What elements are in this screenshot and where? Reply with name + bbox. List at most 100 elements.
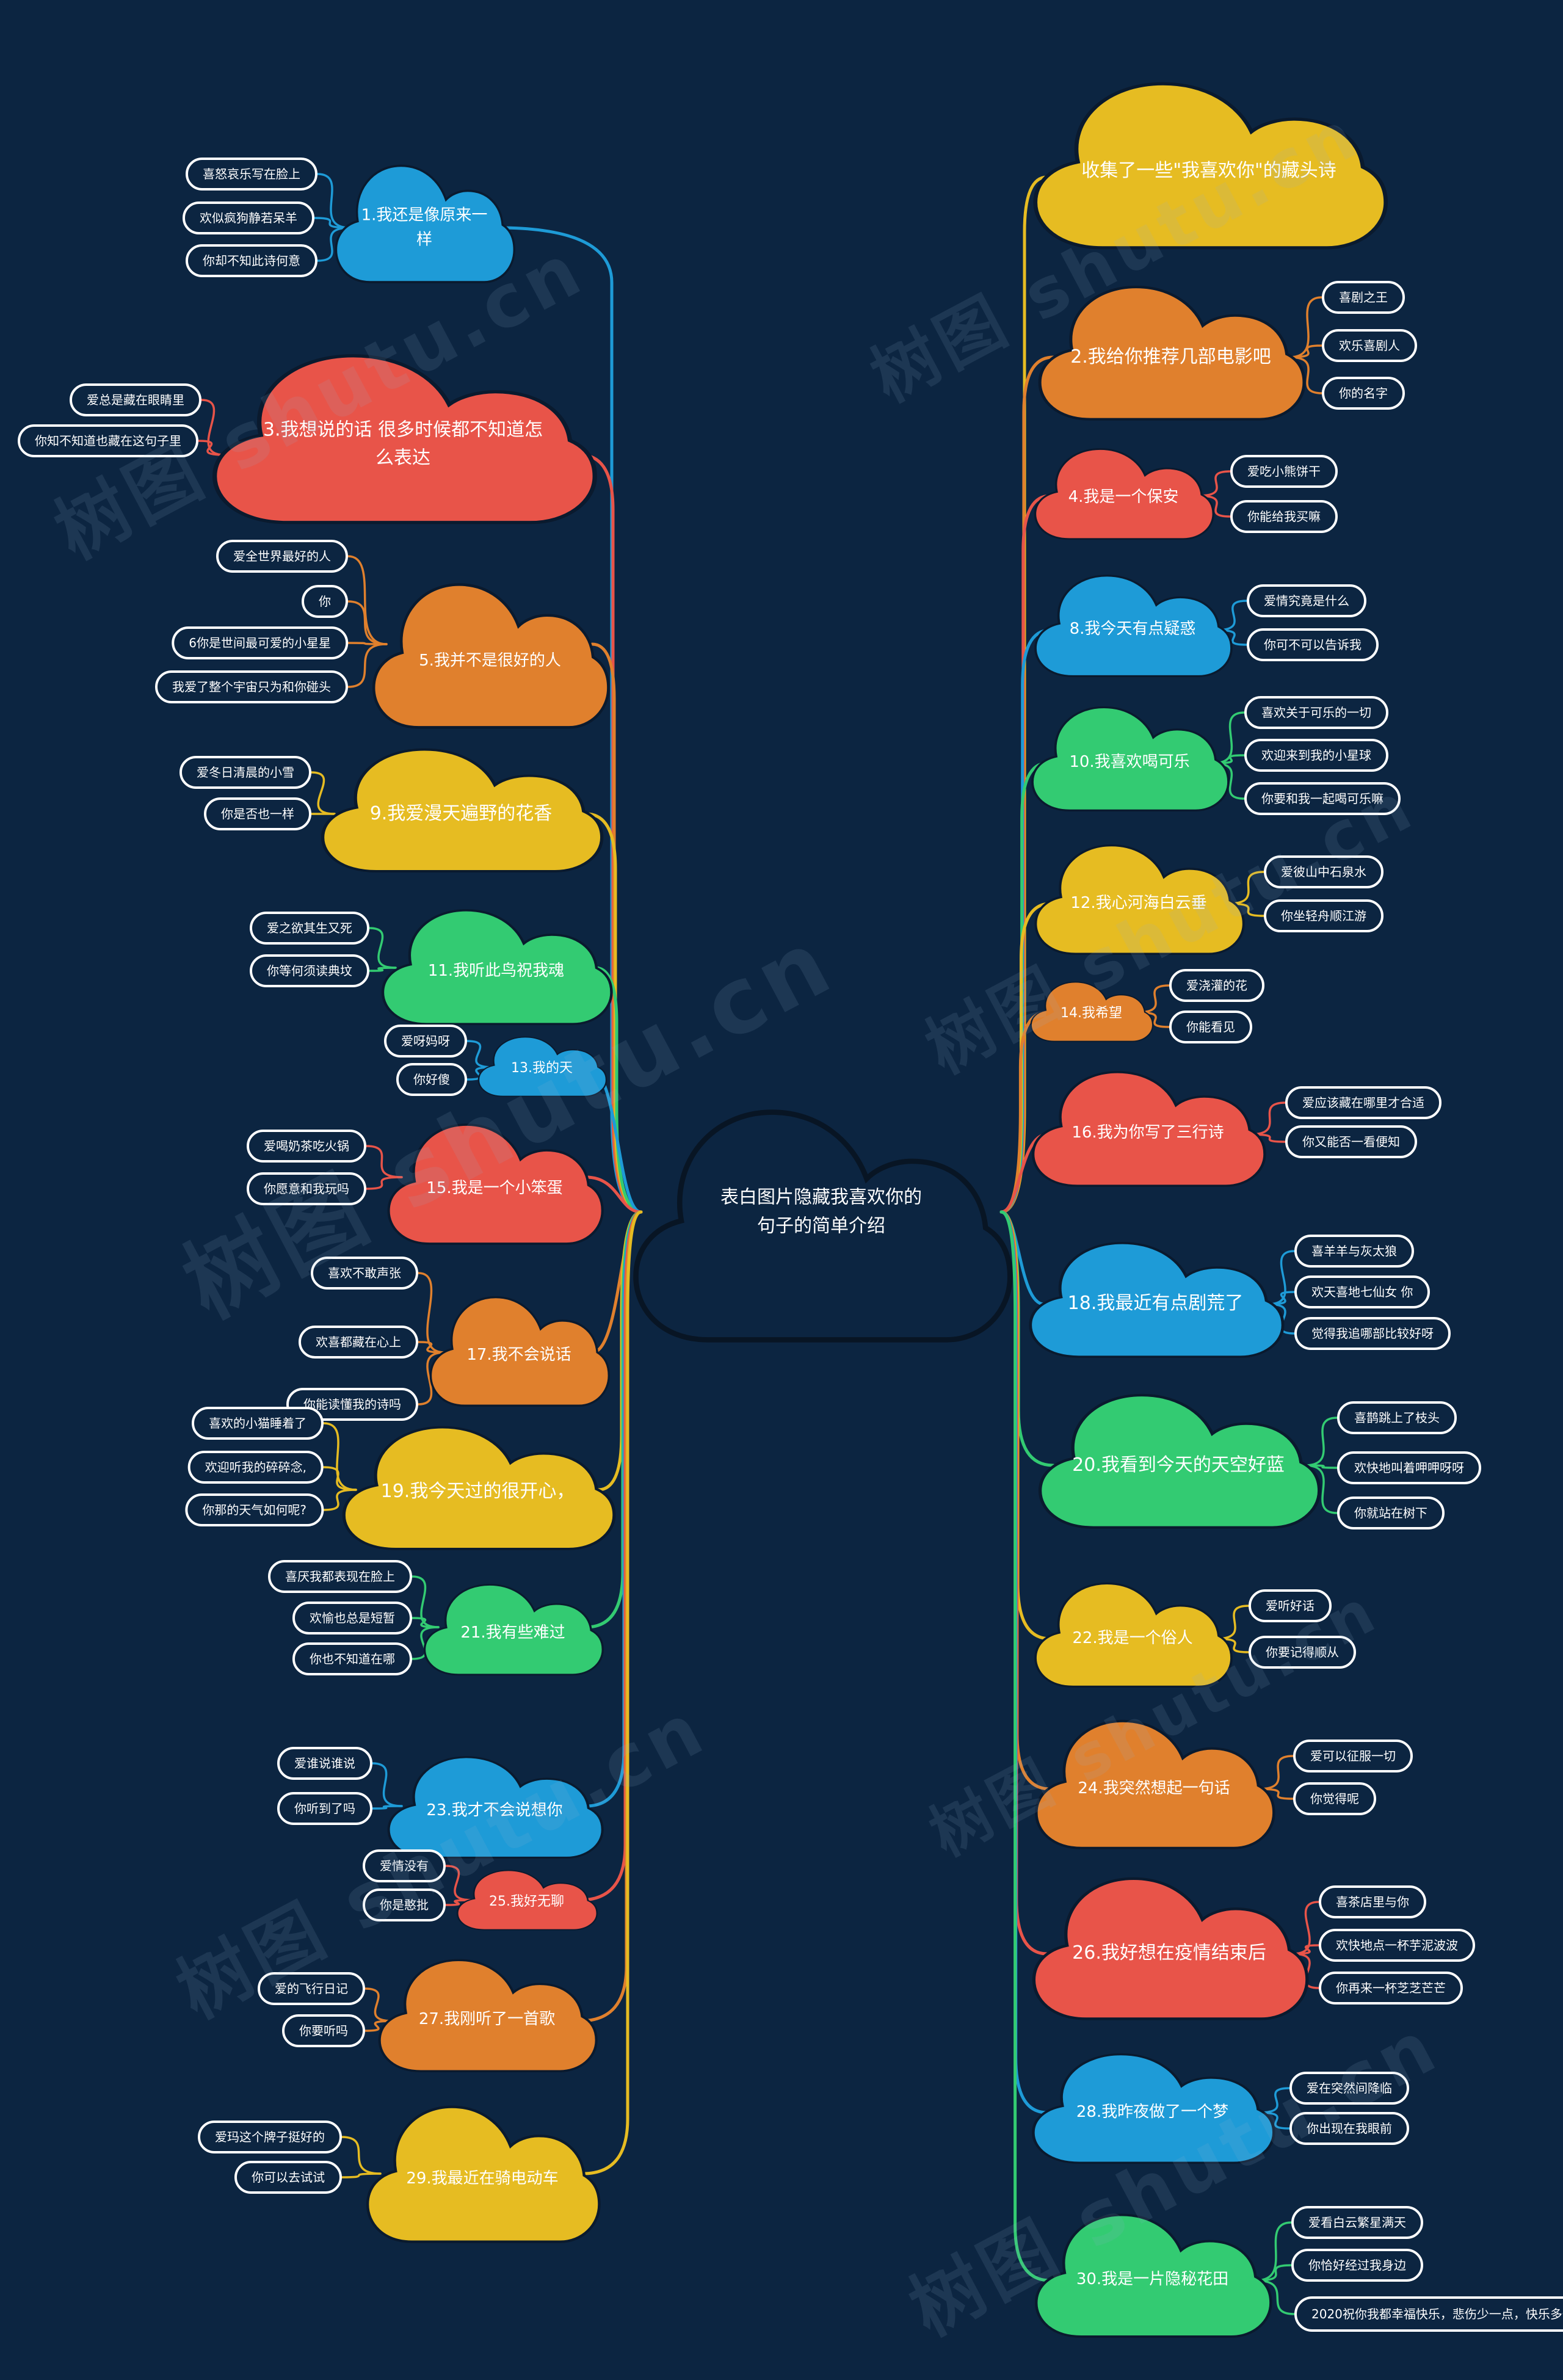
branch-label[interactable]: 喜欢的小猫睡着了	[192, 1407, 324, 1440]
branch-label[interactable]: 你要听吗	[282, 2014, 365, 2047]
branch-label[interactable]: 6你是世间最可爱的小星星	[172, 626, 348, 659]
topic-node-5[interactable]: 5.我并不是很好的人	[369, 565, 611, 730]
branch-label[interactable]: 你那的天气如何呢?	[185, 1493, 324, 1526]
branch-label[interactable]: 爱在突然间降临	[1289, 2072, 1409, 2105]
topic-node-9[interactable]: 9.我爱漫天遍野的花香	[317, 733, 604, 873]
topic-node-24[interactable]: 24.我突然想起一句话	[1032, 1703, 1276, 1850]
connector-line	[417, 1341, 446, 1354]
branch-label[interactable]: 你觉得呢	[1293, 1782, 1376, 1815]
branch-label[interactable]: 爱冬日清晨的小雪	[180, 756, 311, 789]
branch-label[interactable]: 喜茶店里与你	[1319, 1885, 1426, 1918]
branch-label[interactable]: 喜鹊跳上了枝头	[1337, 1401, 1457, 1434]
branch-label[interactable]: 2020祝你我都幸福快乐，悲伤少一点，快乐多一点	[1294, 2296, 1563, 2332]
branch-label[interactable]: 爱听好话	[1249, 1589, 1332, 1622]
branch-label[interactable]: 你是憨批	[363, 1888, 446, 1921]
branch-label[interactable]: 喜厌我都表现在脸上	[268, 1560, 412, 1593]
branch-label[interactable]: 欢喜都藏在心上	[299, 1326, 418, 1359]
topic-node-11[interactable]: 11.我听此鸟祝我魂	[379, 894, 614, 1026]
topic-node-30[interactable]: 30.我是一片隐秘花田	[1032, 2198, 1273, 2338]
branch-label[interactable]: 你能给我买嘛	[1230, 500, 1338, 533]
branch-label[interactable]: 你可不可以告诉我	[1247, 628, 1379, 661]
branch-label[interactable]: 欢快地点一杯芋泥波波	[1319, 1929, 1475, 1962]
topic-node-20[interactable]: 20.我看到今天的天空好蓝	[1035, 1377, 1322, 1529]
topic-node-top[interactable]: 收集了一些"我喜欢你"的藏头诗	[1029, 61, 1389, 250]
branch-label[interactable]: 爱应该藏在哪里才合适	[1285, 1086, 1442, 1119]
connector-line	[1227, 902, 1265, 917]
topic-node-22[interactable]: 22.我是一个俗人	[1032, 1569, 1233, 1688]
branch-label[interactable]: 爱吃小熊饼干	[1230, 455, 1338, 488]
topic-node-4[interactable]: 4.我是一个保安	[1032, 437, 1215, 540]
topic-node-2[interactable]: 2.我给你推荐几部电影吧	[1035, 269, 1307, 421]
branch-label[interactable]: 喜剧之王	[1322, 281, 1405, 314]
topic-node-28[interactable]: 28.我昨夜做了一个梦	[1029, 2039, 1276, 2164]
branch-label[interactable]: 我爱了整个宇宙只为和你碰头	[155, 670, 348, 703]
topic-node-3[interactable]: 3.我想说的话 很多时候都不知道怎么表达	[208, 333, 598, 525]
topic-node-19[interactable]: 19.我今天过的很开心，	[339, 1410, 617, 1551]
branch-label[interactable]: 爱呀妈呀	[384, 1025, 467, 1058]
connector-line	[365, 1176, 403, 1190]
branch-label[interactable]: 喜怒哀乐写在脸上	[186, 158, 317, 190]
branch-label[interactable]: 欢天喜地七仙女 你	[1294, 1275, 1431, 1308]
topic-node-15[interactable]: 15.我是一个小笨蛋	[385, 1108, 604, 1246]
branch-label[interactable]: 你	[302, 585, 348, 618]
branch-label[interactable]: 你的名字	[1322, 377, 1405, 410]
branch-label[interactable]: 爱谁说谁说	[277, 1747, 372, 1780]
branch-label[interactable]: 爱喝奶茶吃火锅	[247, 1130, 366, 1163]
topic-node-23[interactable]: 23.我才不会说想你	[385, 1743, 604, 1859]
topic-node-12[interactable]: 12.我心河海白云垂	[1032, 830, 1246, 956]
branch-label[interactable]: 爱看白云繁星满天	[1291, 2206, 1423, 2239]
topic-node-13[interactable]: 13.我的天	[476, 1029, 607, 1097]
topic-node-26[interactable]: 26.我好想在疫情结束后	[1029, 1859, 1310, 2021]
branch-label[interactable]: 觉得我追哪部比较好呀	[1294, 1317, 1451, 1350]
branch-label[interactable]: 欢似疯狗静若呆羊	[183, 201, 314, 234]
topic-node-14[interactable]: 14.我希望	[1029, 974, 1154, 1042]
topic-node-10[interactable]: 10.我喜欢喝可乐	[1029, 693, 1230, 812]
topic-node-17[interactable]: 17.我不会说话	[427, 1282, 611, 1407]
branch-label[interactable]: 你等何须读典坟	[250, 954, 369, 987]
branch-label[interactable]: 爱情究竟是什么	[1247, 584, 1366, 617]
topic-node-18[interactable]: 18.我最近有点剧荒了	[1026, 1227, 1285, 1359]
topic-node-16[interactable]: 16.我为你写了三行诗	[1029, 1056, 1267, 1188]
branch-label[interactable]: 喜欢关于可乐的一切	[1244, 696, 1388, 729]
topic-node-1[interactable]: 1.我还是像原来一样	[333, 150, 516, 284]
branch-label[interactable]: 爱情没有	[363, 1849, 446, 1882]
branch-label[interactable]: 欢快地叫着呷呷呀呀	[1337, 1451, 1481, 1484]
topic-node-8[interactable]: 8.我今天有点疑惑	[1032, 562, 1233, 678]
topic-node-21[interactable]: 21.我有些难过	[421, 1572, 604, 1676]
branch-label[interactable]: 喜羊羊与灰太狼	[1294, 1235, 1414, 1268]
branch-label[interactable]: 喜欢不敢声张	[311, 1257, 418, 1290]
topic-node-25[interactable]: 25.我好无聊	[455, 1862, 598, 1931]
branch-label[interactable]: 你就站在树下	[1337, 1497, 1445, 1529]
branch-label[interactable]: 你愿意和我玩吗	[247, 1172, 366, 1205]
branch-label[interactable]: 你是否也一样	[204, 797, 311, 830]
branch-label[interactable]: 欢迎来到我的小星球	[1244, 739, 1388, 772]
branch-label[interactable]: 你好傻	[396, 1063, 467, 1096]
branch-label[interactable]: 欢愉也总是短暂	[292, 1602, 412, 1634]
branch-label[interactable]: 你却不知此诗何意	[186, 244, 317, 277]
branch-label[interactable]: 你出现在我眼前	[1289, 2112, 1409, 2145]
branch-label[interactable]: 你也不知道在哪	[292, 1642, 412, 1675]
branch-label[interactable]: 爱彼山中石泉水	[1264, 855, 1383, 888]
branch-label[interactable]: 你知不知道也藏在这句子里	[18, 424, 198, 457]
branch-label[interactable]: 爱之欲其生又死	[250, 912, 369, 945]
branch-label[interactable]: 你坐轻舟顺江游	[1264, 899, 1383, 932]
branch-label[interactable]: 你能看见	[1169, 1010, 1252, 1043]
topic-node-27[interactable]: 27.我刚听了一首歌	[375, 1945, 598, 2073]
branch-label[interactable]: 你听到了吗	[277, 1792, 372, 1825]
branch-label[interactable]: 爱总是藏在眼睛里	[70, 383, 201, 416]
branch-label[interactable]: 你再来一杯芝芝芒芒	[1319, 1972, 1463, 2004]
branch-label[interactable]: 爱玛这个牌子挺好的	[198, 2121, 342, 2153]
branch-label[interactable]: 你要和我一起喝可乐嘛	[1244, 782, 1401, 815]
branch-label[interactable]: 爱全世界最好的人	[216, 540, 348, 573]
branch-label[interactable]: 你恰好经过我身边	[1291, 2249, 1423, 2282]
topic-node-29[interactable]: 29.我最近在骑电动车	[363, 2088, 601, 2244]
branch-label[interactable]: 爱可以征服一切	[1293, 1740, 1413, 1772]
central-topic-node[interactable]: 表白图片隐藏我喜欢你的 句子的简单介绍	[629, 1081, 1014, 1343]
branch-label[interactable]: 欢迎听我的碎碎念,	[187, 1451, 324, 1484]
branch-label[interactable]: 欢乐喜剧人	[1322, 329, 1417, 362]
branch-label[interactable]: 你可以去试试	[234, 2161, 342, 2194]
branch-label[interactable]: 你要记得顺从	[1249, 1636, 1356, 1669]
branch-label[interactable]: 爱浇灌的花	[1169, 969, 1264, 1002]
branch-label[interactable]: 你又能否一看便知	[1285, 1125, 1417, 1158]
branch-label[interactable]: 爱的飞行日记	[258, 1972, 365, 2005]
